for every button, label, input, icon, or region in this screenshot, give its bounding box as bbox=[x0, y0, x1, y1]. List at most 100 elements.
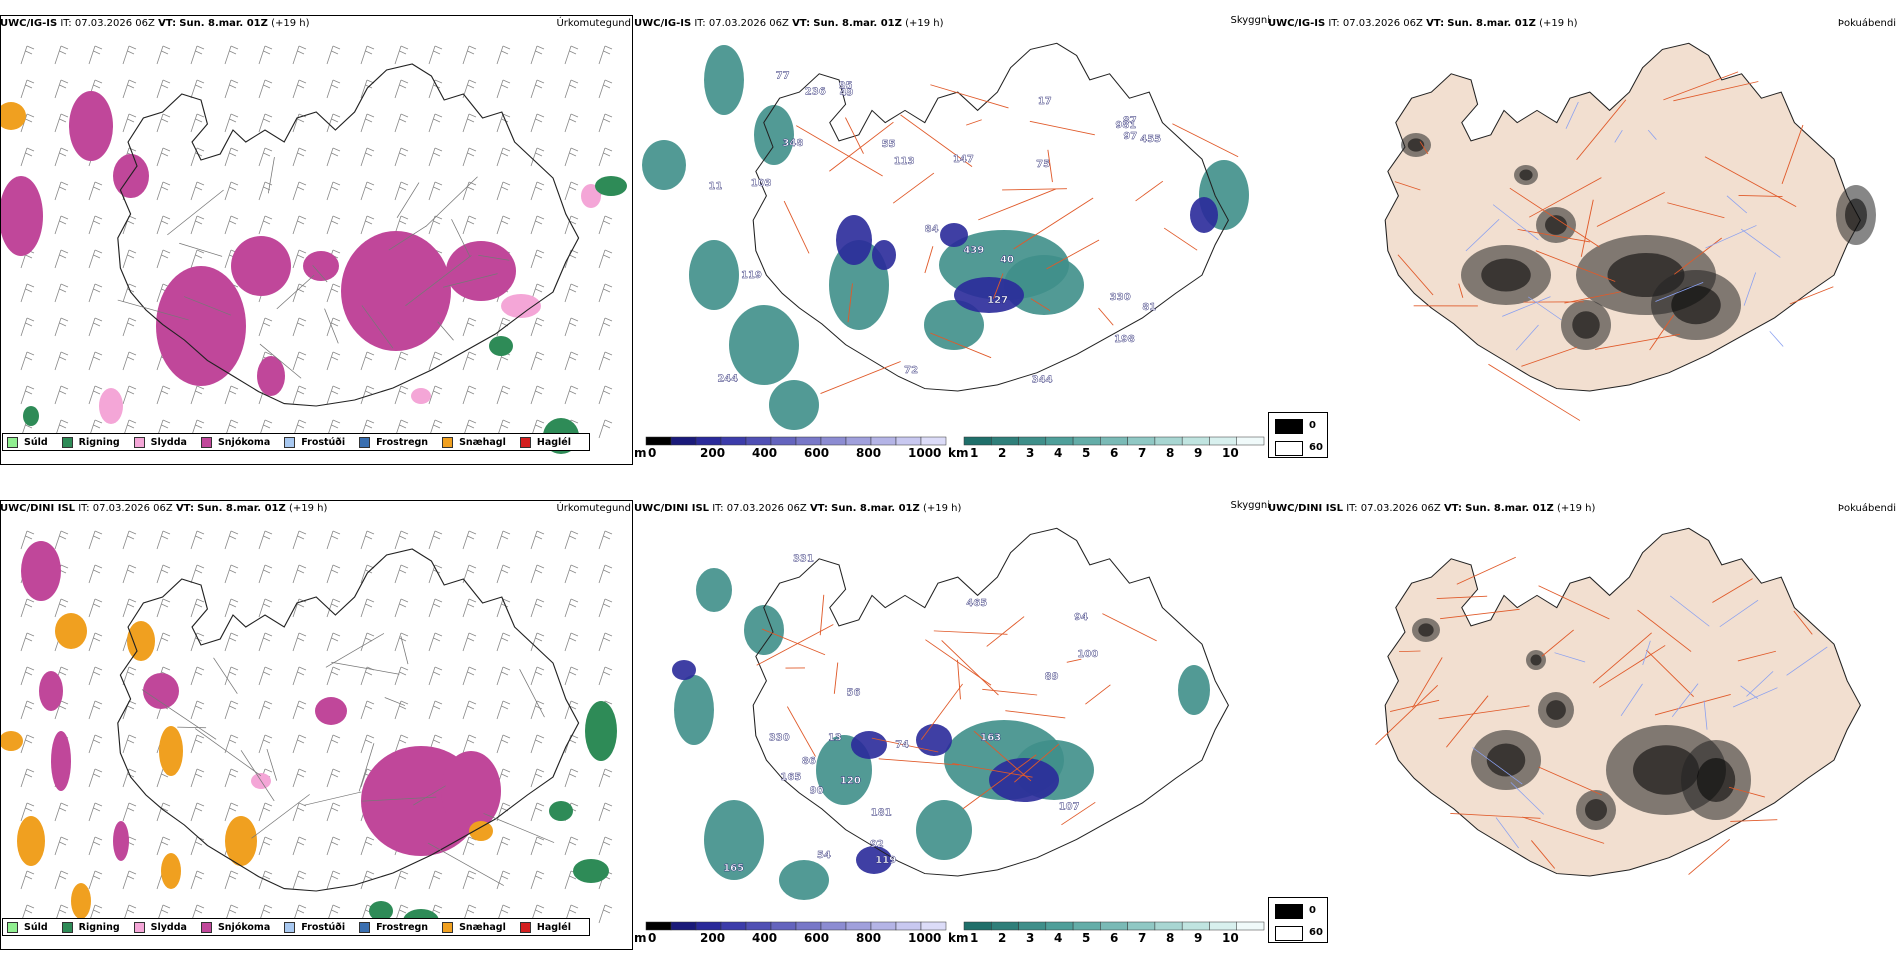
wind-barb-icon bbox=[55, 148, 68, 166]
wind-barb-icon bbox=[123, 769, 136, 787]
wind-barb-icon bbox=[123, 531, 136, 549]
visibility-bar-segment bbox=[1155, 437, 1182, 445]
cloud-base-label: 92 bbox=[870, 839, 884, 850]
ceiling-tick-label: 0 bbox=[648, 931, 656, 945]
wind-barb-icon bbox=[327, 531, 340, 549]
wind-barb-icon bbox=[191, 633, 204, 651]
cloud-base-label: 100 bbox=[1077, 649, 1098, 660]
wind-barb-icon bbox=[21, 871, 34, 889]
ceiling-bar-segment bbox=[846, 922, 871, 930]
wind-barb-icon bbox=[429, 114, 442, 132]
wind-barb-icon bbox=[463, 148, 476, 166]
ceiling-bar-segment bbox=[671, 437, 696, 445]
wind-barb-icon bbox=[565, 769, 578, 787]
visibility-tick-label: 1 bbox=[970, 931, 978, 945]
cloud-area bbox=[674, 675, 714, 745]
precip-area bbox=[159, 726, 183, 776]
iceland-outline bbox=[753, 528, 1228, 876]
wind-barb-icon bbox=[429, 182, 442, 200]
wind-barb-icon bbox=[599, 46, 612, 64]
wind-barb-icon bbox=[225, 80, 238, 98]
ceiling-bar-segment bbox=[796, 922, 821, 930]
legend-item: Frostúði bbox=[284, 437, 345, 448]
cloud-base-label: 165 bbox=[723, 863, 744, 874]
precip-area bbox=[113, 821, 129, 861]
wind-barb-icon bbox=[89, 599, 102, 617]
wind-barb-icon bbox=[55, 46, 68, 64]
wind-barb-icon bbox=[565, 114, 578, 132]
wind-barb-icon bbox=[361, 837, 374, 855]
wind-barb-icon bbox=[463, 386, 476, 404]
cloud-base-label: 344 bbox=[1032, 374, 1053, 385]
wind-barb-icon bbox=[55, 318, 68, 336]
precip-area bbox=[69, 91, 113, 161]
wind-barb-icon bbox=[429, 531, 442, 549]
wind-barb-icon bbox=[293, 46, 306, 64]
wind-barb-icon bbox=[89, 565, 102, 583]
cloud-area bbox=[872, 240, 896, 270]
visibility-tick-label: 2 bbox=[998, 446, 1006, 460]
precip-area bbox=[1, 102, 26, 130]
wind-barb-icon bbox=[259, 46, 272, 64]
wind-barb-icon bbox=[463, 114, 476, 132]
wind-barb-icon bbox=[191, 114, 204, 132]
wind-barb-icon bbox=[327, 216, 340, 234]
wind-barb-icon bbox=[191, 769, 204, 787]
wind-barb-icon bbox=[361, 114, 374, 132]
cloud-base-label: 75 bbox=[1036, 159, 1050, 170]
ceiling-bar-segment bbox=[746, 437, 771, 445]
visibility-bar-segment bbox=[1073, 437, 1100, 445]
wind-barb-icon bbox=[429, 871, 442, 889]
wind-barb-icon bbox=[599, 531, 612, 549]
precip-type-panel: UWC/DINI ISL IT: 07.03.2026 06Z VT: Sun.… bbox=[0, 485, 635, 955]
cloud-base-label: 94 bbox=[1074, 612, 1088, 623]
fog-core bbox=[1481, 259, 1531, 292]
cloud-base-label: 84 bbox=[925, 224, 939, 235]
precip-map bbox=[1, 16, 634, 466]
cloud-base-label: 981 bbox=[1115, 120, 1136, 131]
cloud-base-label: 103 bbox=[751, 178, 772, 189]
wind-barb-icon bbox=[55, 871, 68, 889]
visibility-tick-label: 7 bbox=[1138, 446, 1146, 460]
wind-barb-icon bbox=[225, 46, 238, 64]
legend-swatch bbox=[284, 437, 295, 448]
legend-label: Snjókoma bbox=[218, 437, 270, 448]
wind-barb-icon bbox=[123, 250, 136, 268]
legend-item: Haglél bbox=[520, 437, 571, 448]
visibility-unit: km bbox=[948, 931, 968, 945]
wind-barb-icon bbox=[463, 531, 476, 549]
wind-barb-icon bbox=[225, 769, 238, 787]
cloud-area bbox=[696, 568, 732, 612]
wind-barb-icon bbox=[327, 837, 340, 855]
wind-barb-icon bbox=[361, 531, 374, 549]
visibility-tick-label: 6 bbox=[1110, 446, 1118, 460]
wind-barb-icon bbox=[157, 386, 170, 404]
cloud-base-label: 97 bbox=[1123, 131, 1137, 142]
precip-area bbox=[489, 336, 513, 356]
wind-barb-icon bbox=[55, 80, 68, 98]
cloud-base-label: 330 bbox=[769, 733, 790, 744]
cloud-area bbox=[769, 380, 819, 430]
wind-barb-icon bbox=[395, 599, 408, 617]
wind-barb-icon bbox=[55, 803, 68, 821]
visibility-tick-label: 5 bbox=[1082, 931, 1090, 945]
wind-barb-icon bbox=[21, 284, 34, 302]
wind-barb-icon bbox=[327, 803, 340, 821]
fog-map bbox=[1266, 510, 1896, 950]
wind-barb-icon bbox=[89, 318, 102, 336]
wind-barb-icon bbox=[123, 871, 136, 889]
wind-barb-icon bbox=[497, 80, 510, 98]
visibility-bar-segment bbox=[1155, 922, 1182, 930]
cloud-base-label: 348 bbox=[782, 138, 803, 149]
precip-area bbox=[469, 821, 493, 841]
precip-area bbox=[161, 853, 181, 889]
wind-barb-icon bbox=[599, 148, 612, 166]
wind-barb-icon bbox=[395, 386, 408, 404]
wind-barb-icon bbox=[599, 352, 612, 370]
wind-barb-icon bbox=[599, 318, 612, 336]
legend-label: Haglél bbox=[537, 922, 571, 933]
wind-barb-icon bbox=[225, 565, 238, 583]
